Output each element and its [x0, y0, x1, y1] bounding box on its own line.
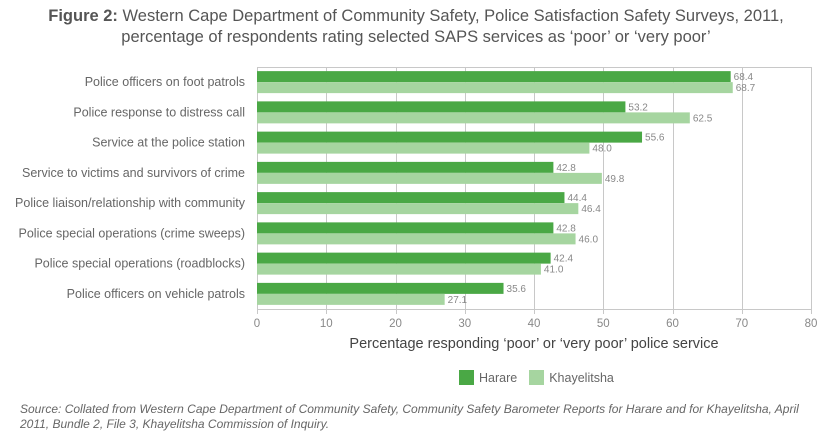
x-tick-label: 30 — [458, 318, 471, 330]
value-label-harare: 42.4 — [554, 254, 574, 265]
bar-harare — [257, 161, 554, 173]
legend-label-khayelitsha: Khayelitsha — [549, 370, 614, 385]
title-line-2: percentage of respondents rating selecte… — [121, 28, 711, 46]
bar-harare — [257, 282, 504, 294]
value-label-khayelitsha: 62.5 — [693, 113, 713, 124]
legend-label-harare: Harare — [479, 370, 518, 385]
bar-khayelitsha — [257, 112, 690, 124]
x-tick-label: 50 — [597, 318, 610, 330]
chart-title: Figure 2: Western Cape Department of Com… — [0, 6, 832, 48]
x-tick-label: 0 — [254, 318, 260, 330]
category-label: Police response to distress call — [73, 105, 245, 119]
legend: Harare Khayelitsha — [459, 370, 626, 385]
x-tick-label: 40 — [528, 318, 541, 330]
x-tick-label: 70 — [735, 318, 748, 330]
x-tick-label: 60 — [666, 318, 679, 330]
value-label-khayelitsha: 48.0 — [592, 144, 612, 155]
bar-khayelitsha — [257, 203, 579, 215]
value-label-harare: 42.8 — [556, 163, 576, 174]
bar-khayelitsha — [257, 172, 602, 184]
legend-item-khayelitsha: Khayelitsha — [529, 370, 614, 385]
category-label: Service at the police station — [92, 136, 245, 150]
value-label-harare: 42.8 — [556, 223, 576, 234]
legend-item-harare: Harare — [459, 370, 517, 385]
bar-harare — [257, 101, 626, 113]
bar-khayelitsha — [257, 82, 733, 94]
bar-harare — [257, 131, 643, 143]
title-line-1: Western Cape Department of Community Saf… — [117, 7, 784, 25]
legend-swatch-harare — [459, 370, 474, 385]
category-label: Service to victims and survivors of crim… — [22, 166, 245, 180]
figure-number: Figure 2: — [48, 7, 118, 25]
value-label-khayelitsha: 49.8 — [605, 174, 625, 185]
x-tick-label: 20 — [389, 318, 402, 330]
value-label-harare: 53.2 — [628, 102, 648, 113]
value-label-khayelitsha: 41.0 — [544, 265, 564, 276]
bar-khayelitsha — [257, 233, 576, 245]
legend-swatch-khayelitsha — [529, 370, 545, 385]
value-label-khayelitsha: 68.7 — [736, 83, 756, 94]
bar-harare — [257, 252, 551, 264]
category-label: Police liaison/relationship with communi… — [15, 196, 246, 210]
bar-harare — [257, 71, 731, 83]
bar-khayelitsha — [257, 142, 590, 154]
x-tick-label: 80 — [805, 318, 818, 330]
bar-harare — [257, 192, 565, 204]
category-label: Police special operations (crime sweeps) — [19, 226, 245, 240]
category-label: Police officers on vehicle patrols — [67, 287, 245, 301]
category-label: Police special operations (roadblocks) — [34, 257, 245, 271]
bar-khayelitsha — [257, 263, 541, 275]
source-note: Source: Collated from Western Cape Depar… — [20, 402, 799, 431]
bar-khayelitsha — [257, 293, 445, 305]
value-label-khayelitsha: 27.1 — [448, 295, 468, 306]
category-label: Police officers on foot patrols — [85, 75, 245, 89]
value-label-harare: 68.4 — [734, 72, 754, 83]
bar-harare — [257, 222, 554, 234]
value-label-khayelitsha: 46.0 — [579, 234, 599, 245]
value-label-harare: 35.6 — [507, 284, 527, 295]
value-label-khayelitsha: 46.4 — [581, 204, 601, 215]
value-label-harare: 55.6 — [645, 133, 665, 144]
value-label-harare: 44.4 — [567, 193, 587, 204]
x-tick-label: 10 — [320, 318, 333, 330]
x-axis-label: Percentage responding ‘poor’ or ‘very po… — [349, 336, 719, 352]
